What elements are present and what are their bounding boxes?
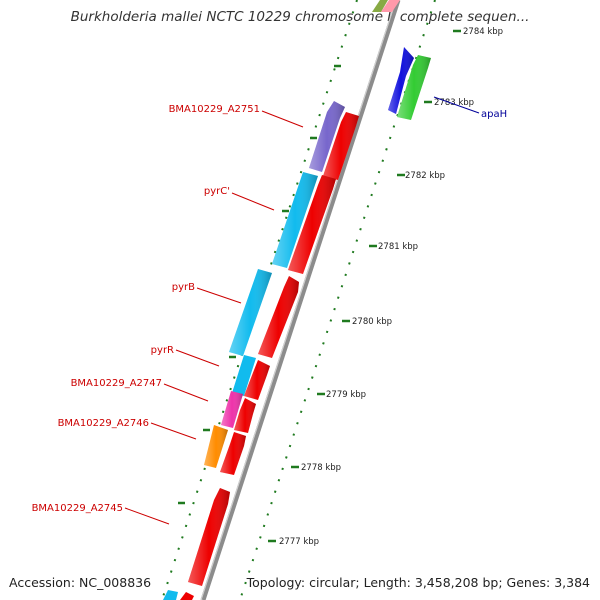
minus-strand-genes <box>163 101 359 600</box>
gene-label[interactable]: pyrC' <box>204 186 230 197</box>
gene-cds-red[interactable] <box>234 398 256 433</box>
accession-text: Accession: NC_008836 <box>9 575 152 590</box>
scale-label: 2778 kbp <box>301 463 341 473</box>
gene-cds-purple[interactable] <box>309 101 345 172</box>
scale-label: 2777 kbp <box>279 537 319 547</box>
gene-cds-cyan[interactable] <box>272 172 318 268</box>
gene-label[interactable]: BMA10229_A2746 <box>58 418 149 429</box>
gene-cds-red[interactable] <box>288 175 336 274</box>
gene-cds-red[interactable] <box>244 360 270 400</box>
gene-cds-red[interactable] <box>220 432 246 475</box>
plus-strand-genes <box>372 0 431 120</box>
gene-cds[interactable] <box>381 0 400 12</box>
scale: 2784 kbp 2783 kbp 2782 kbp 2781 kbp 2780… <box>268 27 503 547</box>
scale-label: 2781 kbp <box>378 242 418 252</box>
scale-label: 2782 kbp <box>405 171 445 181</box>
gene-cds-cyan[interactable] <box>163 590 178 600</box>
scale-label: 2779 kbp <box>326 390 366 400</box>
genome-stats-text: Topology: circular; Length: 3,458,208 bp… <box>246 575 590 590</box>
scale-label: 2783 kbp <box>434 98 474 108</box>
map-title: Burkholderia mallei NCTC 10229 chromosom… <box>70 9 530 25</box>
gene-cds-cyan[interactable] <box>229 269 272 356</box>
gene-cds[interactable] <box>372 0 388 12</box>
gene-labels-left: BMA10229_A2751 pyrC' pyrB pyrR BMA10229_… <box>32 104 304 525</box>
gene-label[interactable]: pyrB <box>172 282 195 293</box>
gene-cds-magenta[interactable] <box>221 391 243 428</box>
scale-label: 2784 kbp <box>463 27 503 37</box>
gene-cds-red[interactable] <box>258 276 299 358</box>
gene-cds-red[interactable] <box>323 112 359 180</box>
gene-label[interactable]: BMA10229_A2751 <box>169 104 260 115</box>
gene-cds-red[interactable] <box>188 488 230 586</box>
chromosome-backbone <box>200 0 401 600</box>
gene-cds-cyan[interactable] <box>232 355 256 396</box>
gene-label[interactable]: BMA10229_A2747 <box>71 378 162 389</box>
gene-labels-right: apaH <box>433 96 507 120</box>
gene-cds-orange[interactable] <box>204 425 228 468</box>
gene-label[interactable]: BMA10229_A2745 <box>32 503 123 514</box>
gene-label[interactable]: apaH <box>481 109 507 120</box>
scale-label: 2780 kbp <box>352 317 392 327</box>
gene-cds-green[interactable] <box>397 55 431 120</box>
gene-cds-red[interactable] <box>180 592 194 600</box>
gene-label[interactable]: pyrR <box>151 345 174 356</box>
gene-cds-blue[interactable] <box>388 47 414 114</box>
